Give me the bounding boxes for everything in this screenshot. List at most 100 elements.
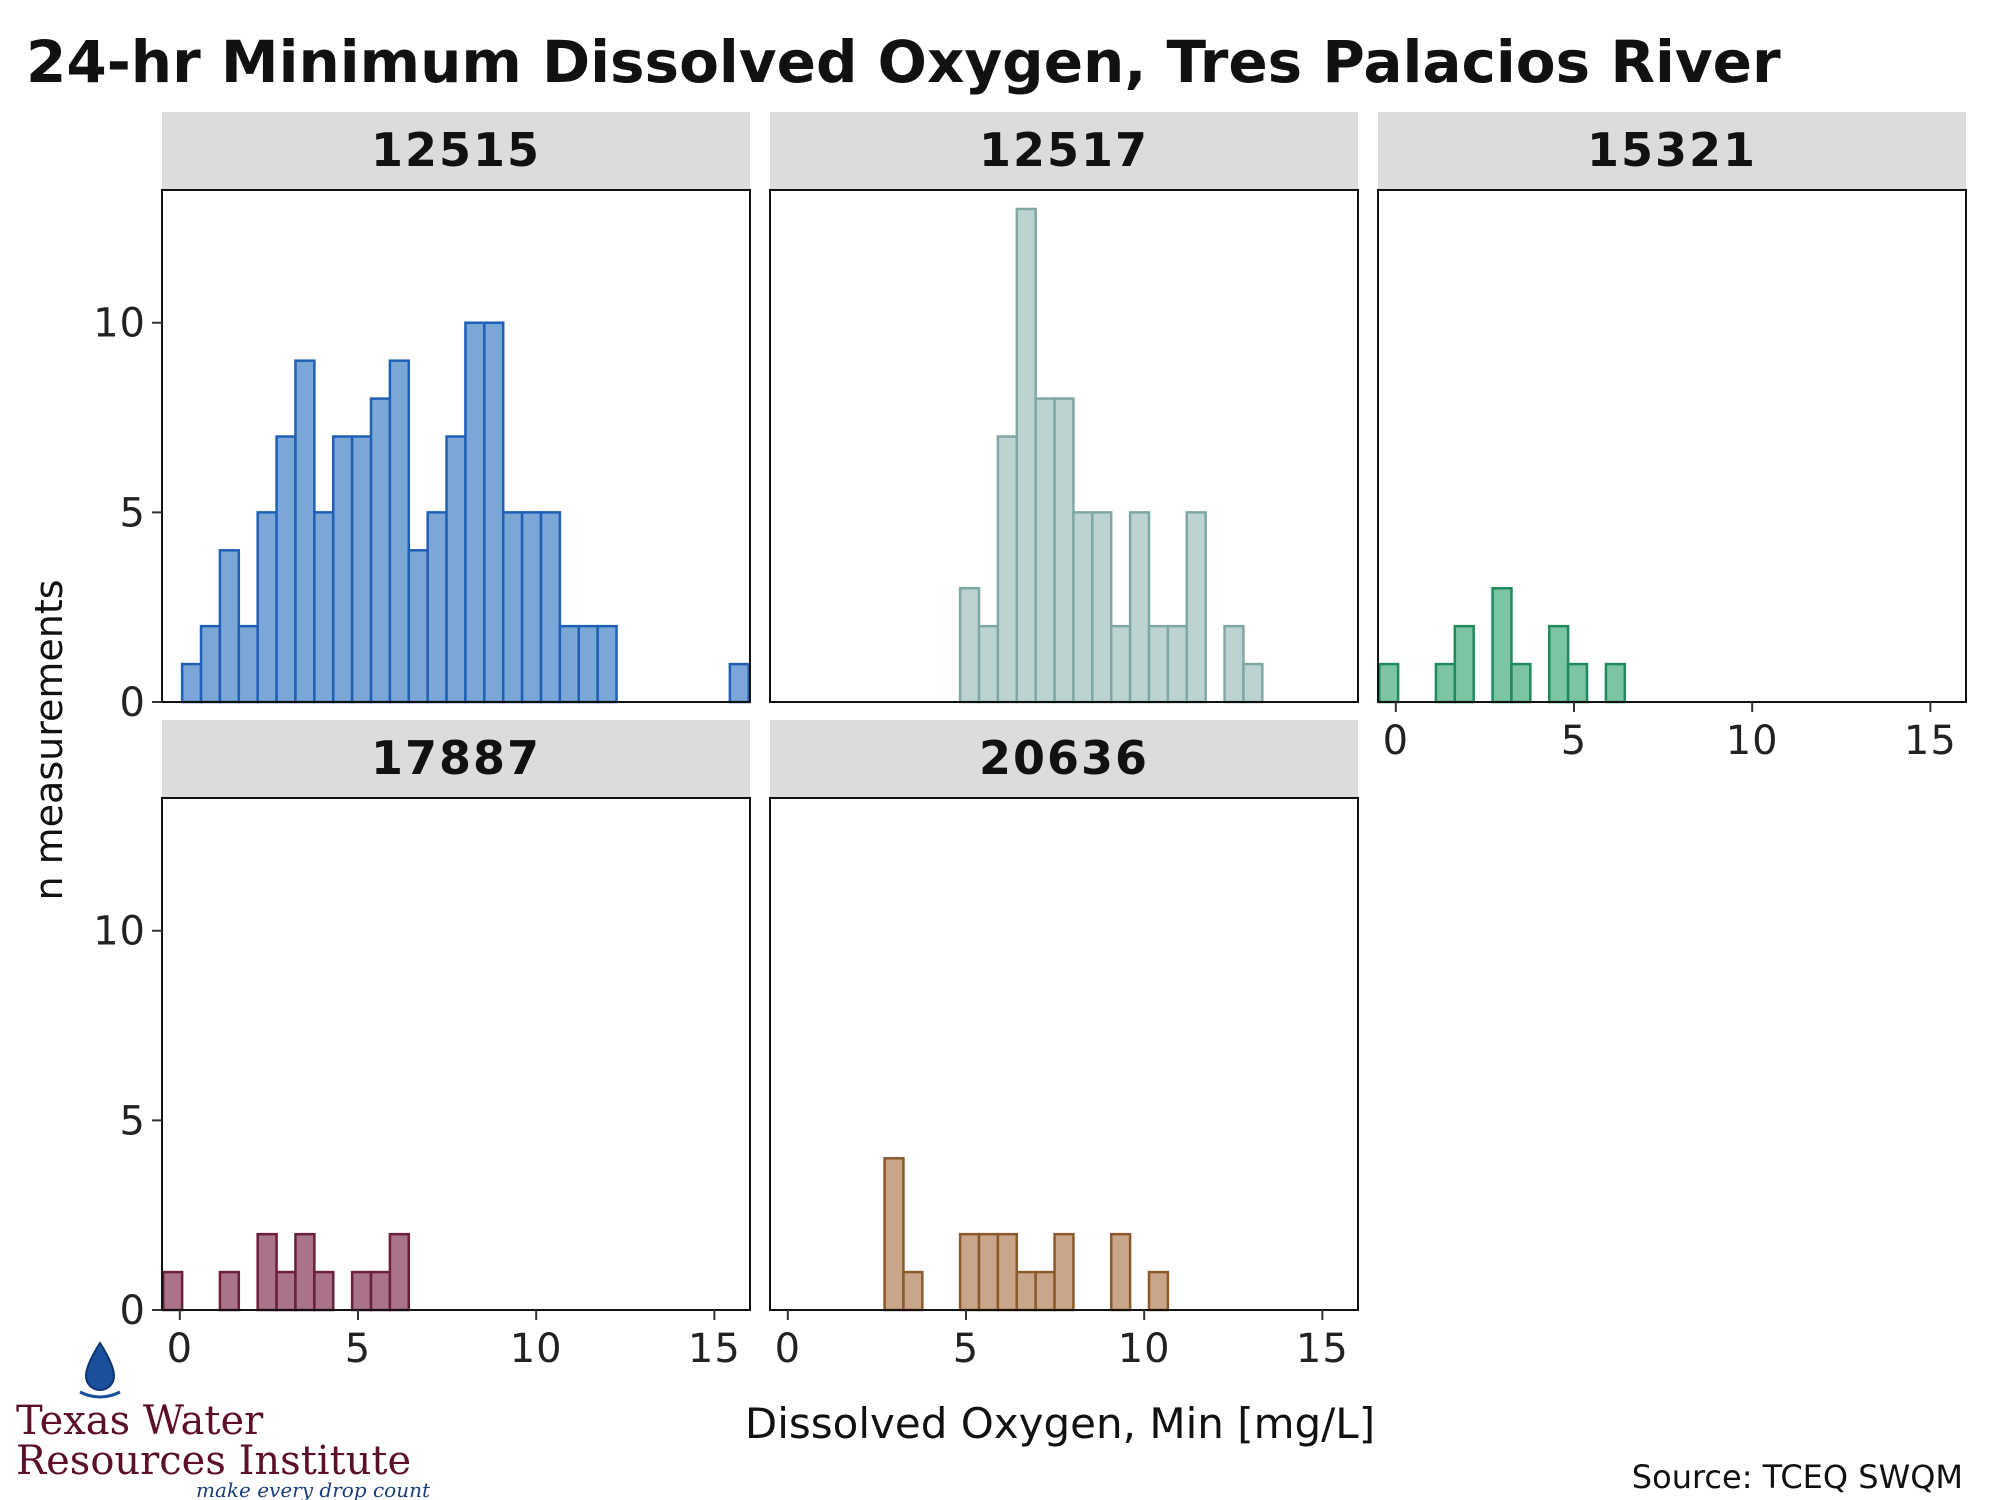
histogram-bar — [1015, 1270, 1037, 1312]
histogram-bar — [1128, 511, 1151, 704]
y-tick-label: 10 — [93, 909, 146, 955]
facet-label: 17887 — [371, 731, 541, 785]
panel-border — [161, 797, 751, 1311]
histogram-bar — [199, 624, 222, 704]
histogram-bar — [218, 549, 241, 704]
histogram-bar — [1604, 662, 1627, 704]
facet-strip — [770, 720, 1358, 798]
chart-title: 24-hr Minimum Dissolved Oxygen, Tres Pal… — [26, 28, 1781, 96]
facet-panel-12517: 12517 — [769, 112, 1359, 704]
histogram-bar — [1166, 624, 1189, 704]
histogram-bar — [996, 435, 1019, 704]
histogram-bar — [977, 624, 1000, 704]
facet-label: 12517 — [979, 123, 1149, 177]
facet-strip — [1378, 112, 1966, 190]
histogram-bar — [256, 1232, 278, 1312]
histogram-bar — [369, 397, 392, 704]
histogram-bar — [520, 511, 543, 704]
x-tick-label: 5 — [953, 1326, 979, 1372]
x-tick-label: 5 — [1561, 718, 1587, 764]
y-tick-label: 0 — [120, 680, 146, 726]
histogram-bar — [350, 1270, 373, 1312]
facet-panel-12515: 12515 0 5 10 — [93, 112, 751, 726]
histogram-bar — [902, 1270, 924, 1312]
water-ripple-icon — [79, 1390, 121, 1399]
histogram-bar — [331, 435, 354, 704]
histogram-bar — [1147, 1270, 1170, 1312]
y-tick-label: 5 — [120, 1098, 146, 1144]
histogram-bar — [256, 511, 278, 704]
histogram-bar — [1510, 662, 1532, 704]
histogram-bar — [1147, 624, 1170, 704]
facet-panel-20636: 20636 0 5 10 15 — [769, 720, 1359, 1372]
water-drop-icon — [84, 1341, 116, 1391]
histogram-bar — [1185, 511, 1207, 704]
x-tick-label: 15 — [688, 1326, 741, 1372]
histogram-bar — [558, 624, 581, 704]
x-tick-label: 10 — [1726, 718, 1779, 764]
facet-label: 15321 — [1587, 123, 1757, 177]
histogram-bar — [1015, 207, 1037, 704]
histogram-bar — [313, 1270, 335, 1312]
x-tick-label: 0 — [1383, 718, 1409, 764]
histogram-bar — [294, 359, 316, 704]
histogram-bar — [1109, 1232, 1132, 1312]
histogram-bar — [1053, 1232, 1075, 1312]
histogram-bar — [1223, 624, 1245, 704]
histogram-bar — [464, 321, 486, 704]
histogram-bar — [1453, 624, 1475, 704]
histogram-bar — [596, 624, 618, 704]
histogram-bar — [275, 1270, 297, 1312]
histogram-bar — [294, 1232, 316, 1312]
x-tick-label: 15 — [1904, 718, 1957, 764]
histogram-bar — [237, 624, 259, 704]
histogram-bar — [218, 1270, 241, 1312]
histogram-bar — [1109, 624, 1132, 704]
histogram-bar — [996, 1232, 1019, 1312]
facet-panel-15321: 15321 0 5 10 15 — [1377, 112, 1967, 764]
panel-border — [161, 189, 751, 703]
x-tick-label: 15 — [1296, 1326, 1349, 1372]
logo-line-1: Texas Water — [16, 1398, 264, 1444]
panel-border — [1377, 189, 1967, 703]
x-tick-label: 0 — [775, 1326, 801, 1372]
histogram-bar — [483, 321, 505, 704]
facet-label: 20636 — [979, 731, 1149, 785]
histogram-bar — [313, 511, 335, 704]
histogram-bar — [501, 511, 524, 704]
y-axis-label: n measurements — [27, 579, 71, 900]
facet-panel-17887: 17887 0 5 10 0 5 10 15 — [93, 720, 751, 1372]
y-tick-label: 10 — [93, 301, 146, 347]
histogram-bar — [977, 1232, 1000, 1312]
histogram-bar — [883, 1157, 905, 1312]
facet-strip — [162, 112, 750, 190]
histogram-bar — [445, 435, 467, 704]
histogram-bar — [958, 1232, 981, 1312]
x-tick-label: 5 — [345, 1326, 371, 1372]
x-axis-label: Dissolved Oxygen, Min [mg/L] — [745, 1399, 1375, 1448]
logo-line-2: Resources Institute — [16, 1438, 411, 1484]
histogram-bar — [1034, 397, 1056, 704]
twri-logo: Texas Water Resources Institute make eve… — [16, 1341, 431, 1500]
histogram-bar — [958, 586, 981, 704]
histogram-bar — [577, 624, 599, 704]
x-tick-label: 0 — [167, 1326, 193, 1372]
x-tick-label: 10 — [1118, 1326, 1171, 1372]
y-tick-label: 5 — [120, 490, 146, 536]
x-tick-label: 10 — [510, 1326, 563, 1372]
source-note: Source: TCEQ SWQM — [1632, 1458, 1963, 1496]
panel-border — [769, 797, 1359, 1311]
logo-tagline: make every drop count — [196, 1478, 431, 1500]
histogram-bar — [539, 511, 562, 704]
y-tick-label: 0 — [120, 1288, 146, 1334]
histogram-bar — [1491, 586, 1513, 704]
histogram-bar — [369, 1270, 392, 1312]
histogram-bar — [1034, 1270, 1056, 1312]
facet-label: 12515 — [371, 123, 541, 177]
histogram-bar — [161, 1270, 184, 1312]
histogram-bar — [1377, 662, 1400, 704]
histogram-bar — [426, 511, 448, 704]
facet-strip — [770, 112, 1358, 190]
